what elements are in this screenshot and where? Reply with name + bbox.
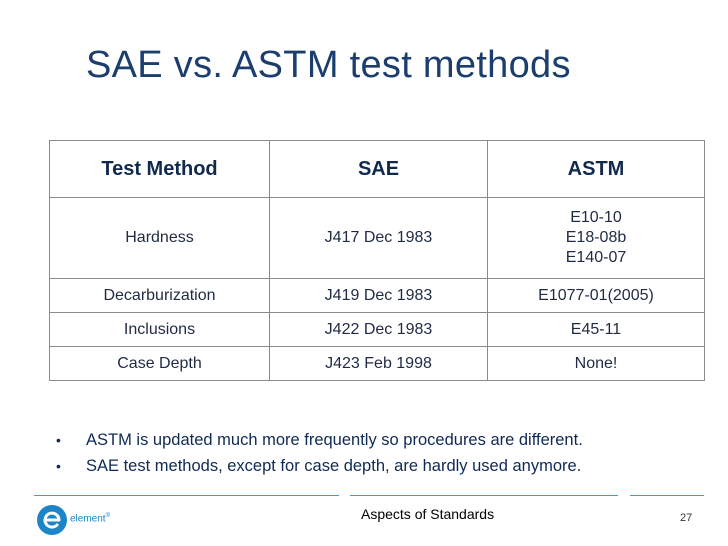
standards-table: Test Method SAE ASTM Hardness J417 Dec 1… (49, 140, 705, 381)
sae-cell: J419 Dec 1983 (269, 278, 488, 313)
table-row: Decarburization J419 Dec 1983 E1077-01(2… (49, 278, 705, 313)
bullet-item: • ASTM is updated much more frequently s… (56, 427, 583, 453)
method-cell: Hardness (49, 197, 270, 279)
sae-cell: J422 Dec 1983 (269, 312, 488, 347)
footer-divider (630, 495, 704, 496)
sae-cell: J423 Feb 1998 (269, 346, 488, 381)
table-row: Case Depth J423 Feb 1998 None! (49, 346, 705, 381)
method-cell: Inclusions (49, 312, 270, 347)
bullet-text: SAE test methods, except for case depth,… (86, 457, 582, 475)
page-number: 27 (680, 512, 693, 524)
header-sae: SAE (269, 140, 488, 198)
method-cell: Case Depth (49, 346, 270, 381)
element-logo-icon (37, 505, 67, 535)
header-astm: ASTM (487, 140, 705, 198)
sae-cell: J417 Dec 1983 (269, 197, 488, 279)
table-row: Hardness J417 Dec 1983 E10-10 E18-08b E1… (49, 197, 705, 279)
slide-title: SAE vs. ASTM test methods (86, 44, 571, 86)
astm-standard: E18-08b (565, 229, 627, 246)
table-row: Inclusions J422 Dec 1983 E45-11 (49, 312, 705, 347)
astm-standard: E140-07 (565, 249, 627, 266)
astm-standard: E10-10 (570, 209, 622, 226)
footer-title: Aspects of Standards (361, 506, 495, 522)
brand-name: element® (70, 513, 110, 524)
footer-divider (350, 495, 618, 496)
header-test-method: Test Method (49, 140, 270, 198)
astm-cell: E10-10 E18-08b E140-07 (487, 197, 705, 279)
astm-cell: None! (487, 346, 705, 381)
table-header-row: Test Method SAE ASTM (49, 140, 705, 198)
bullet-text: ASTM is updated much more frequently so … (86, 431, 583, 449)
footer-divider (34, 495, 339, 496)
astm-cell: E1077-01(2005) (487, 278, 705, 313)
bullet-dot-icon: • (56, 432, 61, 448)
brand-registered-mark: ® (105, 513, 110, 519)
method-cell: Decarburization (49, 278, 270, 313)
bullet-item: • SAE test methods, except for case dept… (56, 453, 583, 479)
bullet-list: • ASTM is updated much more frequently s… (56, 427, 583, 479)
astm-cell: E45-11 (487, 312, 705, 347)
brand-text: element (70, 513, 106, 525)
bullet-dot-icon: • (56, 458, 61, 474)
